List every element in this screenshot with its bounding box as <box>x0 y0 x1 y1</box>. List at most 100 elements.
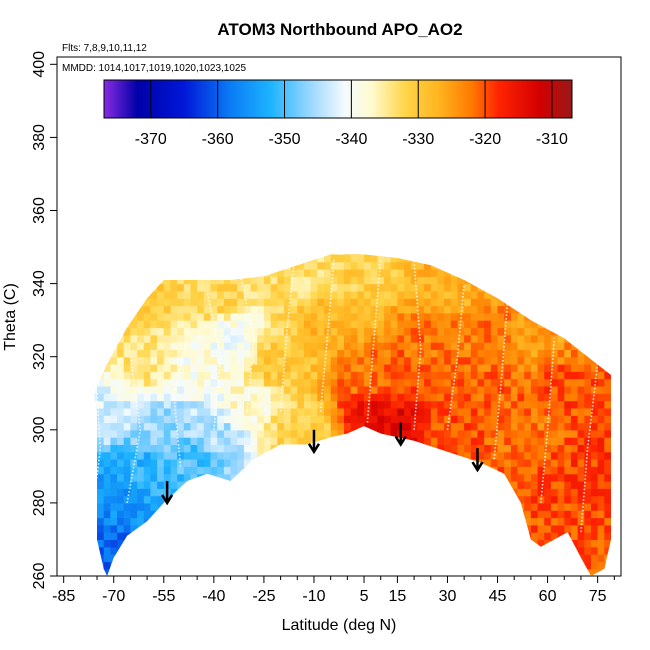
heatmap-cell <box>410 269 419 277</box>
heatmap-cell <box>183 466 192 475</box>
heatmap-cell <box>437 561 445 570</box>
heatmap-cell <box>190 568 198 576</box>
heatmap-cell <box>611 423 618 431</box>
heatmap-cell <box>404 290 412 299</box>
heatmap-cell <box>250 437 258 445</box>
heatmap-cell <box>197 451 205 460</box>
heatmap-cell <box>524 276 532 285</box>
heatmap-cell <box>430 356 439 365</box>
heatmap-cell <box>183 385 192 394</box>
heatmap-cell <box>410 254 419 263</box>
heatmap-cell <box>123 254 131 263</box>
heatmap-cell <box>444 568 452 576</box>
heatmap-cell <box>163 429 172 438</box>
heatmap-cell <box>324 378 332 387</box>
heatmap-cell <box>604 451 611 460</box>
heatmap-cell <box>257 568 265 576</box>
heatmap-cell <box>457 254 465 255</box>
heatmap-cell <box>210 459 218 467</box>
heatmap-cell <box>410 334 419 343</box>
heatmap-cell <box>330 451 338 460</box>
heatmap-cell <box>170 524 178 533</box>
heatmap-cell <box>123 495 131 504</box>
heatmap-cell <box>330 254 338 263</box>
heatmap-cell <box>190 473 198 482</box>
heatmap-cell <box>464 356 472 365</box>
heatmap-cell <box>337 349 345 358</box>
heatmap-cell <box>404 532 412 540</box>
heatmap-cell <box>530 451 539 460</box>
heatmap-cell <box>357 356 365 365</box>
heatmap-cell <box>217 546 225 555</box>
heatmap-cell <box>177 415 185 424</box>
heatmap-cell <box>357 254 365 255</box>
heatmap-cell <box>450 429 459 438</box>
heatmap-cell <box>490 290 499 299</box>
heatmap-cell <box>464 385 472 394</box>
heatmap-cell <box>243 400 252 409</box>
heatmap-cell <box>337 327 345 336</box>
heatmap-cell <box>324 546 332 555</box>
heatmap-cell <box>250 561 258 570</box>
heatmap-cell <box>384 429 392 438</box>
heatmap-cell <box>504 327 512 336</box>
heatmap-cell <box>444 305 452 314</box>
heatmap-cell <box>530 415 539 424</box>
heatmap-cell <box>490 298 499 307</box>
heatmap-cell <box>357 407 365 416</box>
heatmap-cell <box>324 334 332 343</box>
heatmap-cell <box>230 305 238 314</box>
heatmap-cell <box>470 312 479 321</box>
heatmap-cell <box>150 532 158 540</box>
heatmap-cell <box>243 327 252 336</box>
heatmap-cell <box>404 510 412 519</box>
heatmap-cell <box>337 320 345 329</box>
heatmap-cell <box>237 510 245 519</box>
heatmap-cell <box>524 517 532 526</box>
heatmap-cell <box>117 524 125 533</box>
heatmap-cell <box>450 320 459 329</box>
heatmap-cell <box>183 495 192 504</box>
heatmap-cell <box>117 327 125 336</box>
heatmap-cell <box>183 459 192 467</box>
heatmap-cell <box>611 408 618 416</box>
heatmap-cell <box>477 378 485 387</box>
heatmap-cell <box>430 554 439 562</box>
heatmap-cell <box>390 524 398 533</box>
heatmap-cell <box>297 561 305 570</box>
heatmap-cell <box>237 539 245 548</box>
heatmap-cell <box>530 459 539 467</box>
heatmap-cell <box>330 312 338 321</box>
heatmap-cell <box>230 378 238 387</box>
heatmap-cell <box>217 517 225 526</box>
heatmap-cell <box>130 466 138 475</box>
heatmap-cell <box>537 393 545 402</box>
heatmap-cell <box>470 356 479 365</box>
heatmap-cell <box>410 349 419 358</box>
heatmap-cell <box>257 393 265 402</box>
heatmap-cell <box>497 546 505 555</box>
heatmap-cell <box>577 356 585 365</box>
heatmap-cell <box>357 393 365 402</box>
heatmap-cell <box>217 400 225 409</box>
heatmap-cell <box>230 539 238 548</box>
heatmap-cell <box>217 502 225 511</box>
heatmap-cell <box>390 546 398 555</box>
colorbar: -370 -360 -350 -340 -330 -320 -310 <box>103 79 573 148</box>
heatmap-cell <box>510 378 519 387</box>
heatmap-cell <box>110 532 118 540</box>
heatmap-cell <box>210 422 218 431</box>
heatmap-cell <box>517 437 525 445</box>
heatmap-cell <box>117 429 125 438</box>
heatmap-cell <box>170 407 178 416</box>
heatmap-cell <box>384 459 392 467</box>
heatmap-cell <box>243 437 252 445</box>
heatmap-cell <box>510 415 519 424</box>
heatmap-cell <box>544 364 552 372</box>
heatmap-cell <box>223 327 232 336</box>
heatmap-cell <box>464 371 472 380</box>
heatmap-cell <box>197 554 205 562</box>
heatmap-cell <box>97 378 105 387</box>
heatmap-cell <box>143 327 152 336</box>
heatmap-cell <box>157 305 165 314</box>
